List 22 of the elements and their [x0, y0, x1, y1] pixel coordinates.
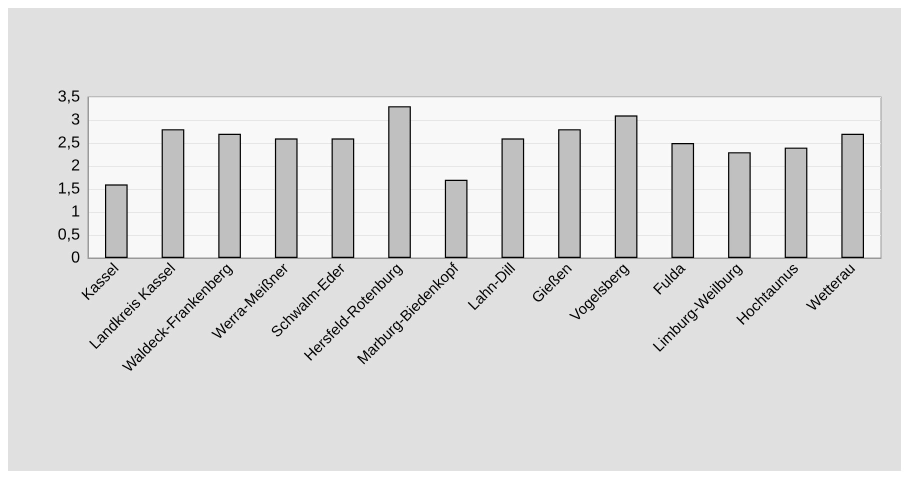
bar	[388, 106, 411, 258]
bar	[332, 138, 354, 258]
bar	[218, 134, 241, 258]
bar	[104, 184, 128, 258]
bar	[614, 115, 638, 258]
y-tick-label: 1,5	[58, 180, 80, 198]
y-tick-label: 2	[71, 158, 80, 174]
bar	[784, 148, 808, 258]
y-tick-label: 1	[71, 204, 80, 220]
bar	[444, 180, 468, 258]
bar	[671, 143, 694, 258]
bar	[501, 138, 524, 258]
y-tick-label: 3,5	[58, 88, 80, 106]
y-tick-label: 0	[71, 250, 80, 266]
bar	[728, 152, 751, 258]
bar	[274, 138, 298, 258]
bar	[841, 134, 864, 258]
bar	[558, 129, 581, 258]
y-tick-label: 2,5	[58, 134, 80, 152]
bar	[162, 129, 184, 258]
y-tick-label: 3	[71, 112, 80, 128]
y-tick-label: 0,5	[58, 226, 80, 244]
